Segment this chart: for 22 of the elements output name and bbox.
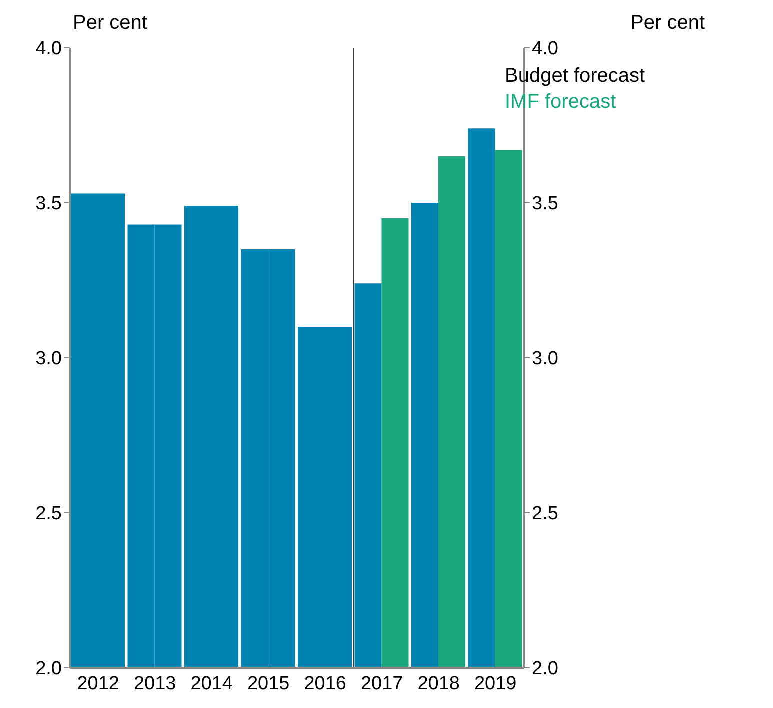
y-tick-label: 2.0	[36, 658, 62, 680]
y2-tick-label: 2.0	[532, 658, 558, 680]
y2-axis-title: Per cent	[630, 12, 705, 35]
y-tick-label: 3.0	[36, 348, 62, 370]
y-tick-label: 2.5	[36, 504, 62, 525]
series-label: IMF forecast	[505, 90, 618, 115]
x-tick-label: 2016	[304, 673, 347, 694]
y2-tick-label: 3.0	[532, 348, 558, 370]
x-tick-label: 2015	[247, 673, 290, 694]
x-tick-label: 2019	[474, 673, 517, 694]
x-tick-label: 2014	[190, 673, 234, 694]
text: Budget forecast	[505, 64, 646, 89]
y-tick-label: 3.5	[36, 194, 62, 215]
x-tick-label: 2013	[134, 673, 176, 694]
x-tick-label: 2018	[418, 673, 460, 694]
y2-tick-label: 2.5	[532, 504, 558, 525]
y2-tick-label: 4.0	[532, 38, 558, 60]
x-tick-label: 2012	[77, 673, 120, 694]
y-tick-label: 4.0	[36, 38, 62, 60]
x-tick-label: 2017	[360, 673, 404, 694]
y2-tick-label: 3.5	[532, 194, 558, 215]
y-axis-title: Per cent	[73, 12, 148, 35]
